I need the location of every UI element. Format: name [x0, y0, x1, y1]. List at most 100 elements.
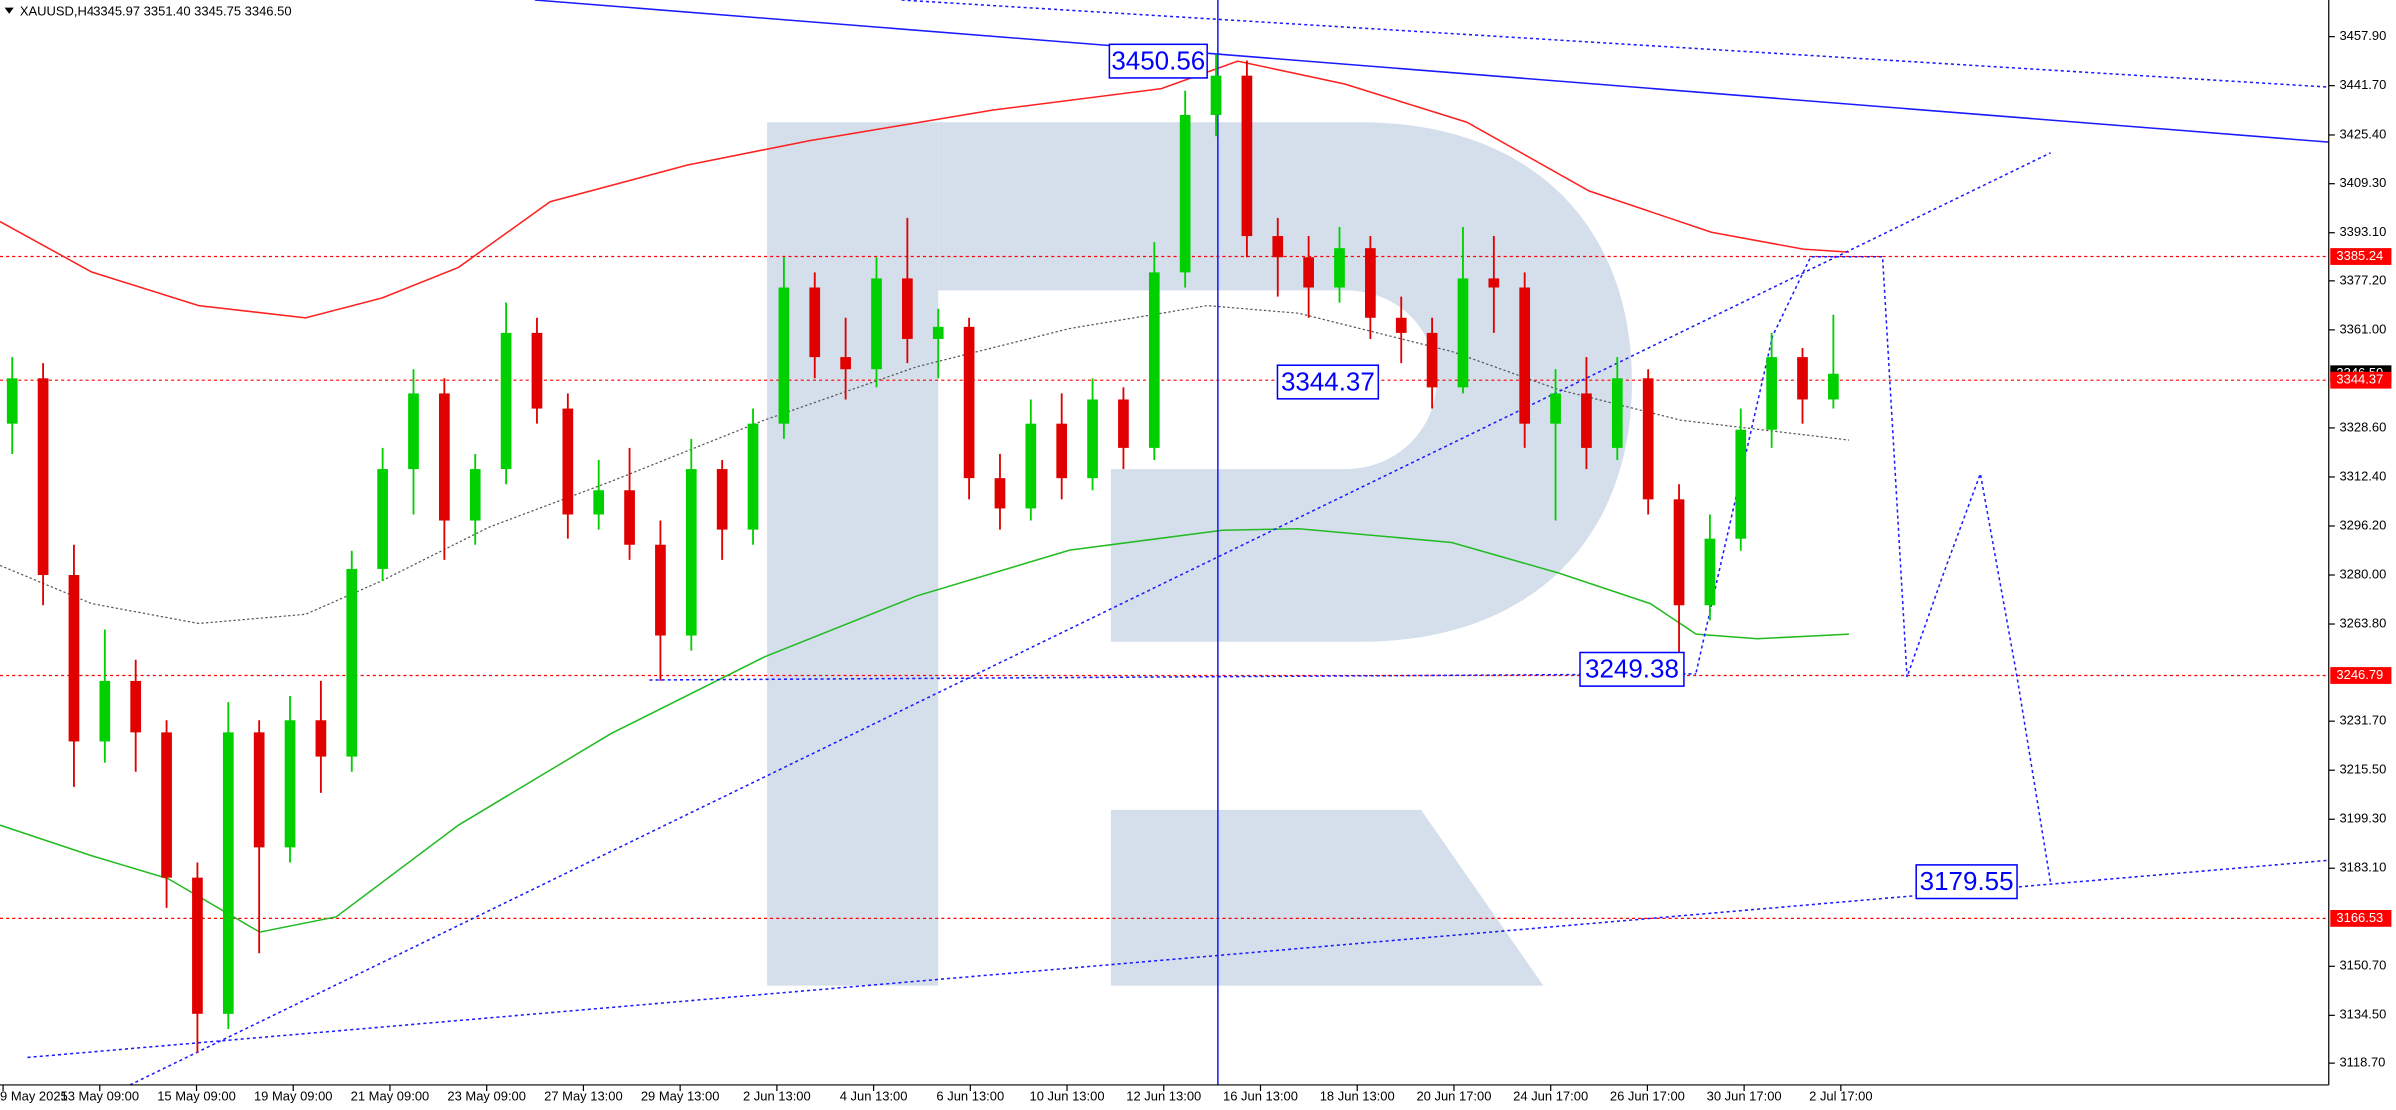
candle-body [192, 877, 203, 1014]
y-tick-label: 3441.70 [2339, 77, 2386, 92]
x-tick-label: 27 May 13:00 [544, 1089, 623, 1104]
candle-body [1735, 429, 1747, 539]
x-tick-label: 26 Jun 17:00 [1610, 1089, 1685, 1104]
annotation-box [1915, 864, 2018, 900]
x-tick-label: 2 Jun 13:00 [743, 1089, 811, 1104]
candle-body [1241, 75, 1253, 237]
candle-body [963, 326, 975, 479]
annotation: 3179.55 [1920, 866, 2014, 896]
y-tick-label: 3377.20 [2339, 272, 2386, 287]
x-tick-label: 21 May 09:00 [351, 1089, 430, 1104]
x-tick-label: 24 Jun 17:00 [1513, 1089, 1588, 1104]
candle-body [68, 575, 80, 742]
candle-body [377, 469, 388, 569]
y-tick-label: 3215.50 [2339, 762, 2386, 777]
level-box [2330, 371, 2392, 389]
candle-body [1642, 378, 1654, 500]
y-tick-label: 3231.70 [2339, 713, 2386, 728]
y-tick-label: 3280.00 [2339, 566, 2386, 581]
candle-body [1426, 332, 1438, 388]
candle-body [469, 469, 481, 521]
level-box [2330, 667, 2392, 684]
candle-body [747, 423, 759, 530]
annotation-box [1276, 364, 1380, 400]
x-tick-label: 13 May 09:00 [60, 1089, 139, 1104]
candle-body [1148, 272, 1160, 448]
x-tick-label: 2 Jul 17:00 [1809, 1089, 1872, 1104]
x-tick-label: 29 May 13:00 [641, 1089, 720, 1104]
x-tick-label: 10 Jun 13:00 [1030, 1089, 1105, 1104]
level-box [2330, 248, 2392, 265]
candle-body [1797, 357, 1808, 400]
y-tick-label: 3150.70 [2339, 958, 2386, 973]
logo-leg [1110, 809, 1544, 986]
annotation: 3249.38 [1585, 654, 1679, 684]
candle-body [1766, 357, 1777, 430]
candle-body [1395, 317, 1407, 333]
candle-body [1704, 538, 1716, 606]
x-tick-label: 15 May 09:00 [157, 1089, 236, 1104]
menu-arrow[interactable] [4, 7, 14, 14]
candle-body [1488, 278, 1500, 288]
y-tick-label: 3457.90 [2339, 28, 2386, 43]
level-box [2330, 909, 2392, 927]
y-tick-label: 3134.50 [2339, 1007, 2386, 1022]
moving-average-red [0, 60, 1850, 319]
candle-body [1087, 399, 1098, 479]
y-tick-label: 3312.40 [2339, 468, 2386, 483]
annotation-box [1579, 651, 1685, 687]
candle-body [655, 544, 666, 636]
candle-body [902, 278, 913, 339]
logo-stem [767, 122, 939, 986]
candle-body [222, 732, 234, 1014]
candle-body [1303, 257, 1314, 288]
candle-body [809, 287, 821, 358]
candle-body [37, 378, 49, 576]
trendline [129, 152, 2051, 1086]
candle-body [1519, 287, 1531, 424]
y-tick-label: 3425.40 [2339, 126, 2386, 141]
annotation: 3344.37 [1281, 366, 1375, 396]
ohlc-header: 3345.97 3351.40 3345.75 3346.50 [93, 4, 291, 19]
candle-body [439, 393, 450, 521]
moving-average-dotted [0, 305, 1850, 625]
level-label: 3166.53 [2336, 910, 2383, 925]
logo-bowl [938, 122, 1632, 642]
level-label: 3344.37 [2336, 372, 2383, 387]
y-tick-label: 3199.30 [2339, 811, 2386, 826]
level-label: 3246.79 [2336, 667, 2383, 682]
candle-body [871, 278, 882, 370]
candle-body [531, 332, 543, 409]
annotation-box [1108, 43, 1208, 79]
candle-body [284, 720, 296, 848]
candle-body [994, 478, 1006, 509]
y-tick-label: 3361.00 [2339, 321, 2386, 336]
y-tick-label: 3263.80 [2339, 615, 2386, 630]
candle-body [593, 490, 605, 515]
candle-body [346, 568, 358, 757]
trendline [534, 0, 2329, 143]
y-tick-label: 3118.70 [2339, 1055, 2385, 1070]
candle-body [1210, 75, 1222, 116]
candle-body [562, 408, 574, 515]
candle-body [99, 680, 111, 742]
candle-body [315, 720, 327, 757]
candle-body [1611, 378, 1623, 448]
x-tick-label: 9 May 2025 [0, 1089, 68, 1104]
x-tick-label: 4 Jun 13:00 [840, 1089, 908, 1104]
candle-body [1025, 423, 1037, 509]
x-tick-label: 23 May 09:00 [447, 1089, 526, 1104]
candle-body [161, 732, 172, 878]
forecast-path [1695, 255, 2052, 884]
y-tick-label: 3409.30 [2339, 175, 2386, 190]
x-tick-label: 6 Jun 13:00 [936, 1089, 1004, 1104]
candle-body [500, 332, 512, 470]
annotation: 3450.56 [1111, 46, 1205, 76]
y-tick-label: 3183.10 [2339, 860, 2386, 875]
moving-average-green [0, 527, 1849, 933]
x-tick-label: 16 Jun 13:00 [1223, 1089, 1298, 1104]
candle-body [932, 326, 944, 339]
x-tick-label: 20 Jun 17:00 [1416, 1089, 1491, 1104]
